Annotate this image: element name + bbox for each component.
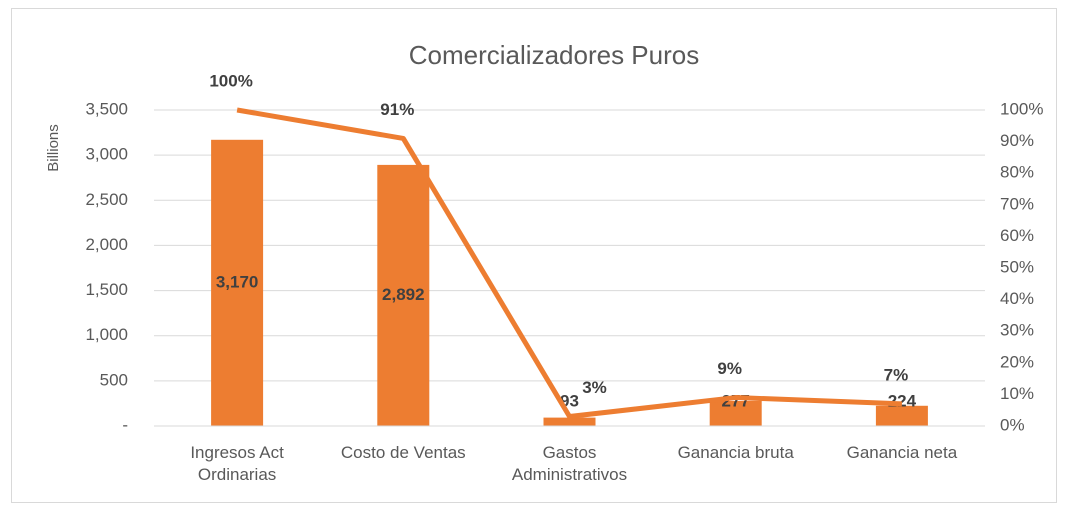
bar <box>211 139 264 426</box>
y2-tick-label: 30% <box>1000 321 1034 340</box>
y-tick-label: 2,000 <box>85 235 128 254</box>
line-value-label: 91% <box>380 100 414 119</box>
bar <box>543 417 596 426</box>
line-value-label: 9% <box>717 359 742 378</box>
x-tick-label: Ingresos Act Ordinarias <box>190 443 284 484</box>
line-value-label: 7% <box>884 365 909 384</box>
y-tick-label: 1,000 <box>85 325 128 344</box>
x-tick-label: Costo de Ventas <box>340 443 466 462</box>
x-tick-label: Gastos Administrativos <box>511 443 628 484</box>
y2-tick-label: 40% <box>1000 289 1034 308</box>
chart-frame <box>11 8 1057 503</box>
line-value-label: 100% <box>209 71 252 90</box>
bar-value-label: 224 <box>888 391 917 410</box>
y2-tick-label: 90% <box>1000 131 1034 150</box>
chart-title: Comercializadores Puros <box>409 40 699 70</box>
bar-value-label: 2,892 <box>382 285 425 304</box>
y2-tick-label: 60% <box>1000 226 1034 245</box>
y2-tick-label: 70% <box>1000 194 1034 213</box>
bar-value-label: 3,170 <box>216 272 259 291</box>
y-tick-label: 3,500 <box>85 99 128 118</box>
y-tick-label: 500 <box>100 370 128 389</box>
y2-tick-label: 0% <box>1000 415 1025 434</box>
line-value-label: 3% <box>582 378 607 397</box>
bar <box>377 164 430 426</box>
y-tick-label: 1,500 <box>85 280 128 299</box>
y2-tick-label: 20% <box>1000 352 1034 371</box>
bar <box>875 405 928 426</box>
y2-tick-label: 100% <box>1000 99 1043 118</box>
y-tick-label: 2,500 <box>85 190 128 209</box>
line <box>236 107 902 420</box>
y-tick-label: 3,000 <box>85 145 128 164</box>
x-tick-label: Ganancia neta <box>846 443 958 462</box>
bar <box>709 400 762 426</box>
y2-tick-label: 50% <box>1000 257 1034 276</box>
y2-tick-label: 80% <box>1000 163 1034 182</box>
y2-tick-label: 10% <box>1000 384 1034 403</box>
y-axis-title: Billions <box>45 124 62 172</box>
y-tick-label: - <box>122 415 128 434</box>
x-tick-label: Ganancia bruta <box>677 443 794 462</box>
